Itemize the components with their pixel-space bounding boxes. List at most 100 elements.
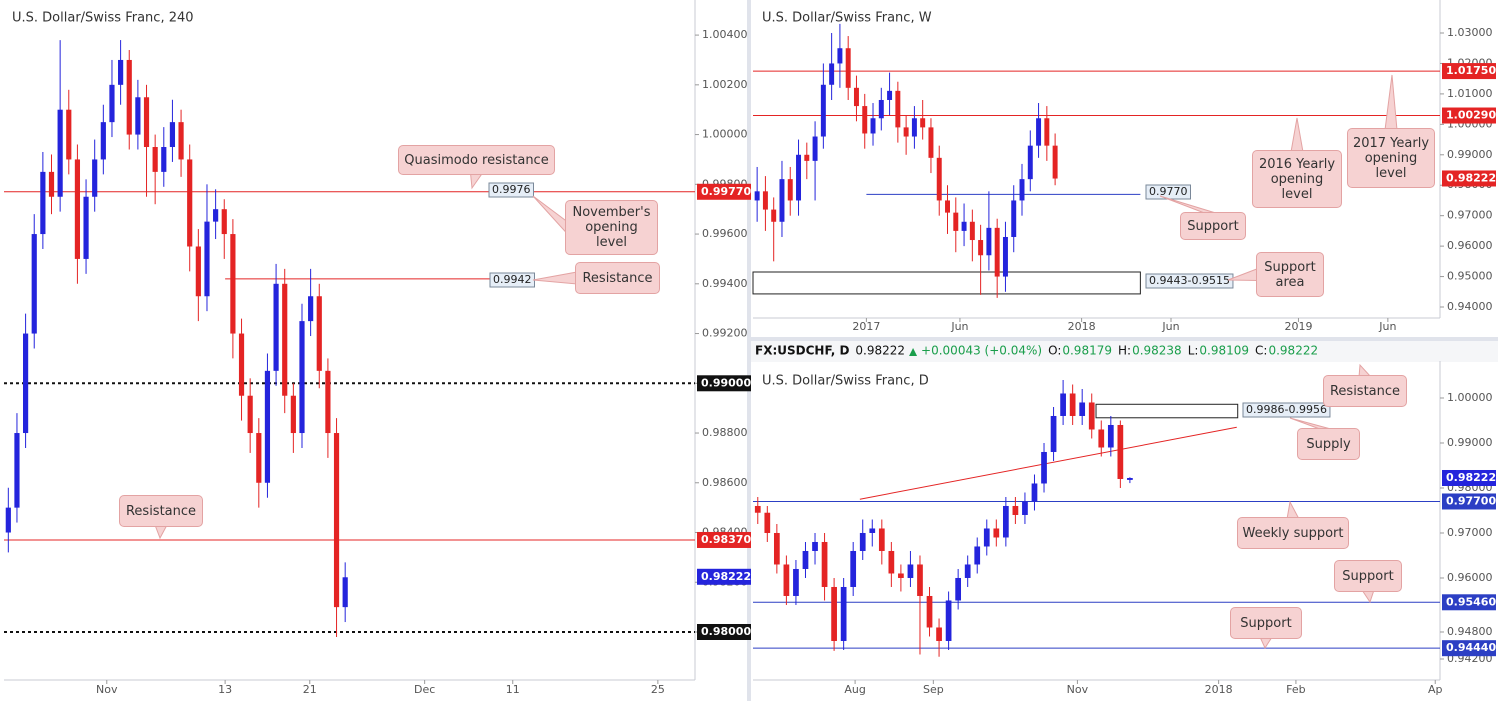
price-tag-label: 0.98222 <box>1446 171 1496 184</box>
candle-body <box>771 209 777 222</box>
candle-body <box>994 227 1000 277</box>
candle-body <box>316 296 322 371</box>
candle-body <box>945 200 950 213</box>
callout: Support area <box>1256 252 1324 297</box>
callout: Resistance <box>1323 375 1407 407</box>
candle-body <box>878 99 884 119</box>
candle-body <box>1012 505 1019 515</box>
candle-body <box>1127 477 1133 480</box>
candle-body <box>14 433 20 508</box>
candle-body <box>31 234 37 334</box>
candle-body <box>1002 505 1009 538</box>
candle-body <box>238 333 245 396</box>
price-tag-label: 0.98222 <box>701 570 751 583</box>
zone <box>1095 403 1239 419</box>
candle-body <box>812 136 818 161</box>
candle-body <box>911 118 917 137</box>
value-box-label: 0.9942 <box>493 273 532 286</box>
callout: Support <box>1180 212 1246 240</box>
level-tag-label: 0.98370 <box>701 533 751 546</box>
y-tick-label: 1.01000 <box>1447 87 1493 100</box>
candle-body <box>1022 501 1028 515</box>
candle-body <box>161 147 167 172</box>
y-tick-label: 0.96000 <box>1447 239 1493 252</box>
x-tick-label: 2019 <box>1284 320 1312 333</box>
header-item: 0.98238 <box>1132 344 1182 358</box>
header-item: 0.98222 <box>855 344 905 358</box>
candle-body <box>40 171 46 235</box>
divider <box>747 0 751 701</box>
candle-body <box>178 122 184 160</box>
candle-body <box>1036 118 1042 146</box>
callout: November's opening level <box>565 200 658 255</box>
header-item: C: <box>1255 344 1267 358</box>
level-tag-label: 0.98000 <box>701 625 751 638</box>
candle-body <box>787 179 793 201</box>
candle-body <box>1011 200 1017 237</box>
candle-body <box>290 395 296 434</box>
candle-body <box>1088 402 1095 430</box>
y-tick-label: 0.95000 <box>1447 270 1493 283</box>
level-tag <box>697 531 751 548</box>
callout: Weekly support <box>1237 517 1349 549</box>
header-item: O: <box>1048 344 1061 358</box>
callout: Support <box>1334 560 1402 592</box>
candle-body <box>986 227 992 256</box>
x-tick-label: Sep <box>923 683 944 696</box>
candle-body <box>1052 145 1058 179</box>
candle-body <box>754 191 760 201</box>
candle-body <box>282 283 288 396</box>
candle-body <box>887 90 893 100</box>
candle-body <box>1041 451 1047 484</box>
y-tick-label: 1.00400 <box>702 28 748 41</box>
candle-body <box>1044 118 1050 146</box>
candle-body <box>83 196 89 259</box>
price-tag <box>697 568 751 585</box>
x-tick-label: Feb <box>1286 683 1305 696</box>
candle-body <box>928 127 934 158</box>
x-tick-label: Aug <box>844 683 865 696</box>
candle-body <box>213 209 219 222</box>
candle-body <box>945 600 952 641</box>
header-item: H: <box>1118 344 1131 358</box>
candle-body <box>135 97 141 135</box>
header-item: 0.98109 <box>1199 344 1249 358</box>
candle-body <box>5 507 11 533</box>
zone <box>752 271 1141 295</box>
level-tag <box>1442 640 1496 657</box>
candle-body <box>793 568 799 596</box>
value-box <box>488 182 534 198</box>
candle-body <box>187 159 193 247</box>
candle-body <box>48 171 55 197</box>
candle-body <box>978 240 984 256</box>
candle-body <box>1050 415 1057 452</box>
level-tag <box>1442 107 1496 124</box>
candle-body <box>831 586 837 641</box>
candle-body <box>1031 483 1038 502</box>
y-tick-label: 0.98600 <box>702 476 748 489</box>
trendline <box>859 426 1237 500</box>
level-tag-label: 0.99770 <box>701 185 751 198</box>
price-tag-label: 0.98222 <box>1446 471 1496 484</box>
callout: Quasimodo resistance <box>398 145 555 175</box>
candle-body <box>907 564 914 578</box>
level-tag <box>697 375 751 392</box>
chart-title: U.S. Dollar/Swiss Franc, D <box>762 374 929 389</box>
candle-body <box>754 505 761 513</box>
value-box-label: 0.9770 <box>1149 185 1188 198</box>
up-arrow <box>909 348 918 356</box>
candle-body <box>837 48 843 64</box>
candle-body <box>247 395 253 434</box>
candle-body <box>100 122 106 160</box>
y-tick-label: 0.99000 <box>1447 436 1493 449</box>
x-tick-label: Jun <box>1378 320 1396 333</box>
y-tick-label: 0.99200 <box>702 327 748 340</box>
candle-body <box>821 541 828 587</box>
chart-title: U.S. Dollar/Swiss Franc, 240 <box>12 11 194 26</box>
header-bar <box>751 341 1498 362</box>
candle-body <box>853 87 859 107</box>
divider <box>751 337 1498 341</box>
y-tick-label: 0.99000 <box>1447 148 1493 161</box>
